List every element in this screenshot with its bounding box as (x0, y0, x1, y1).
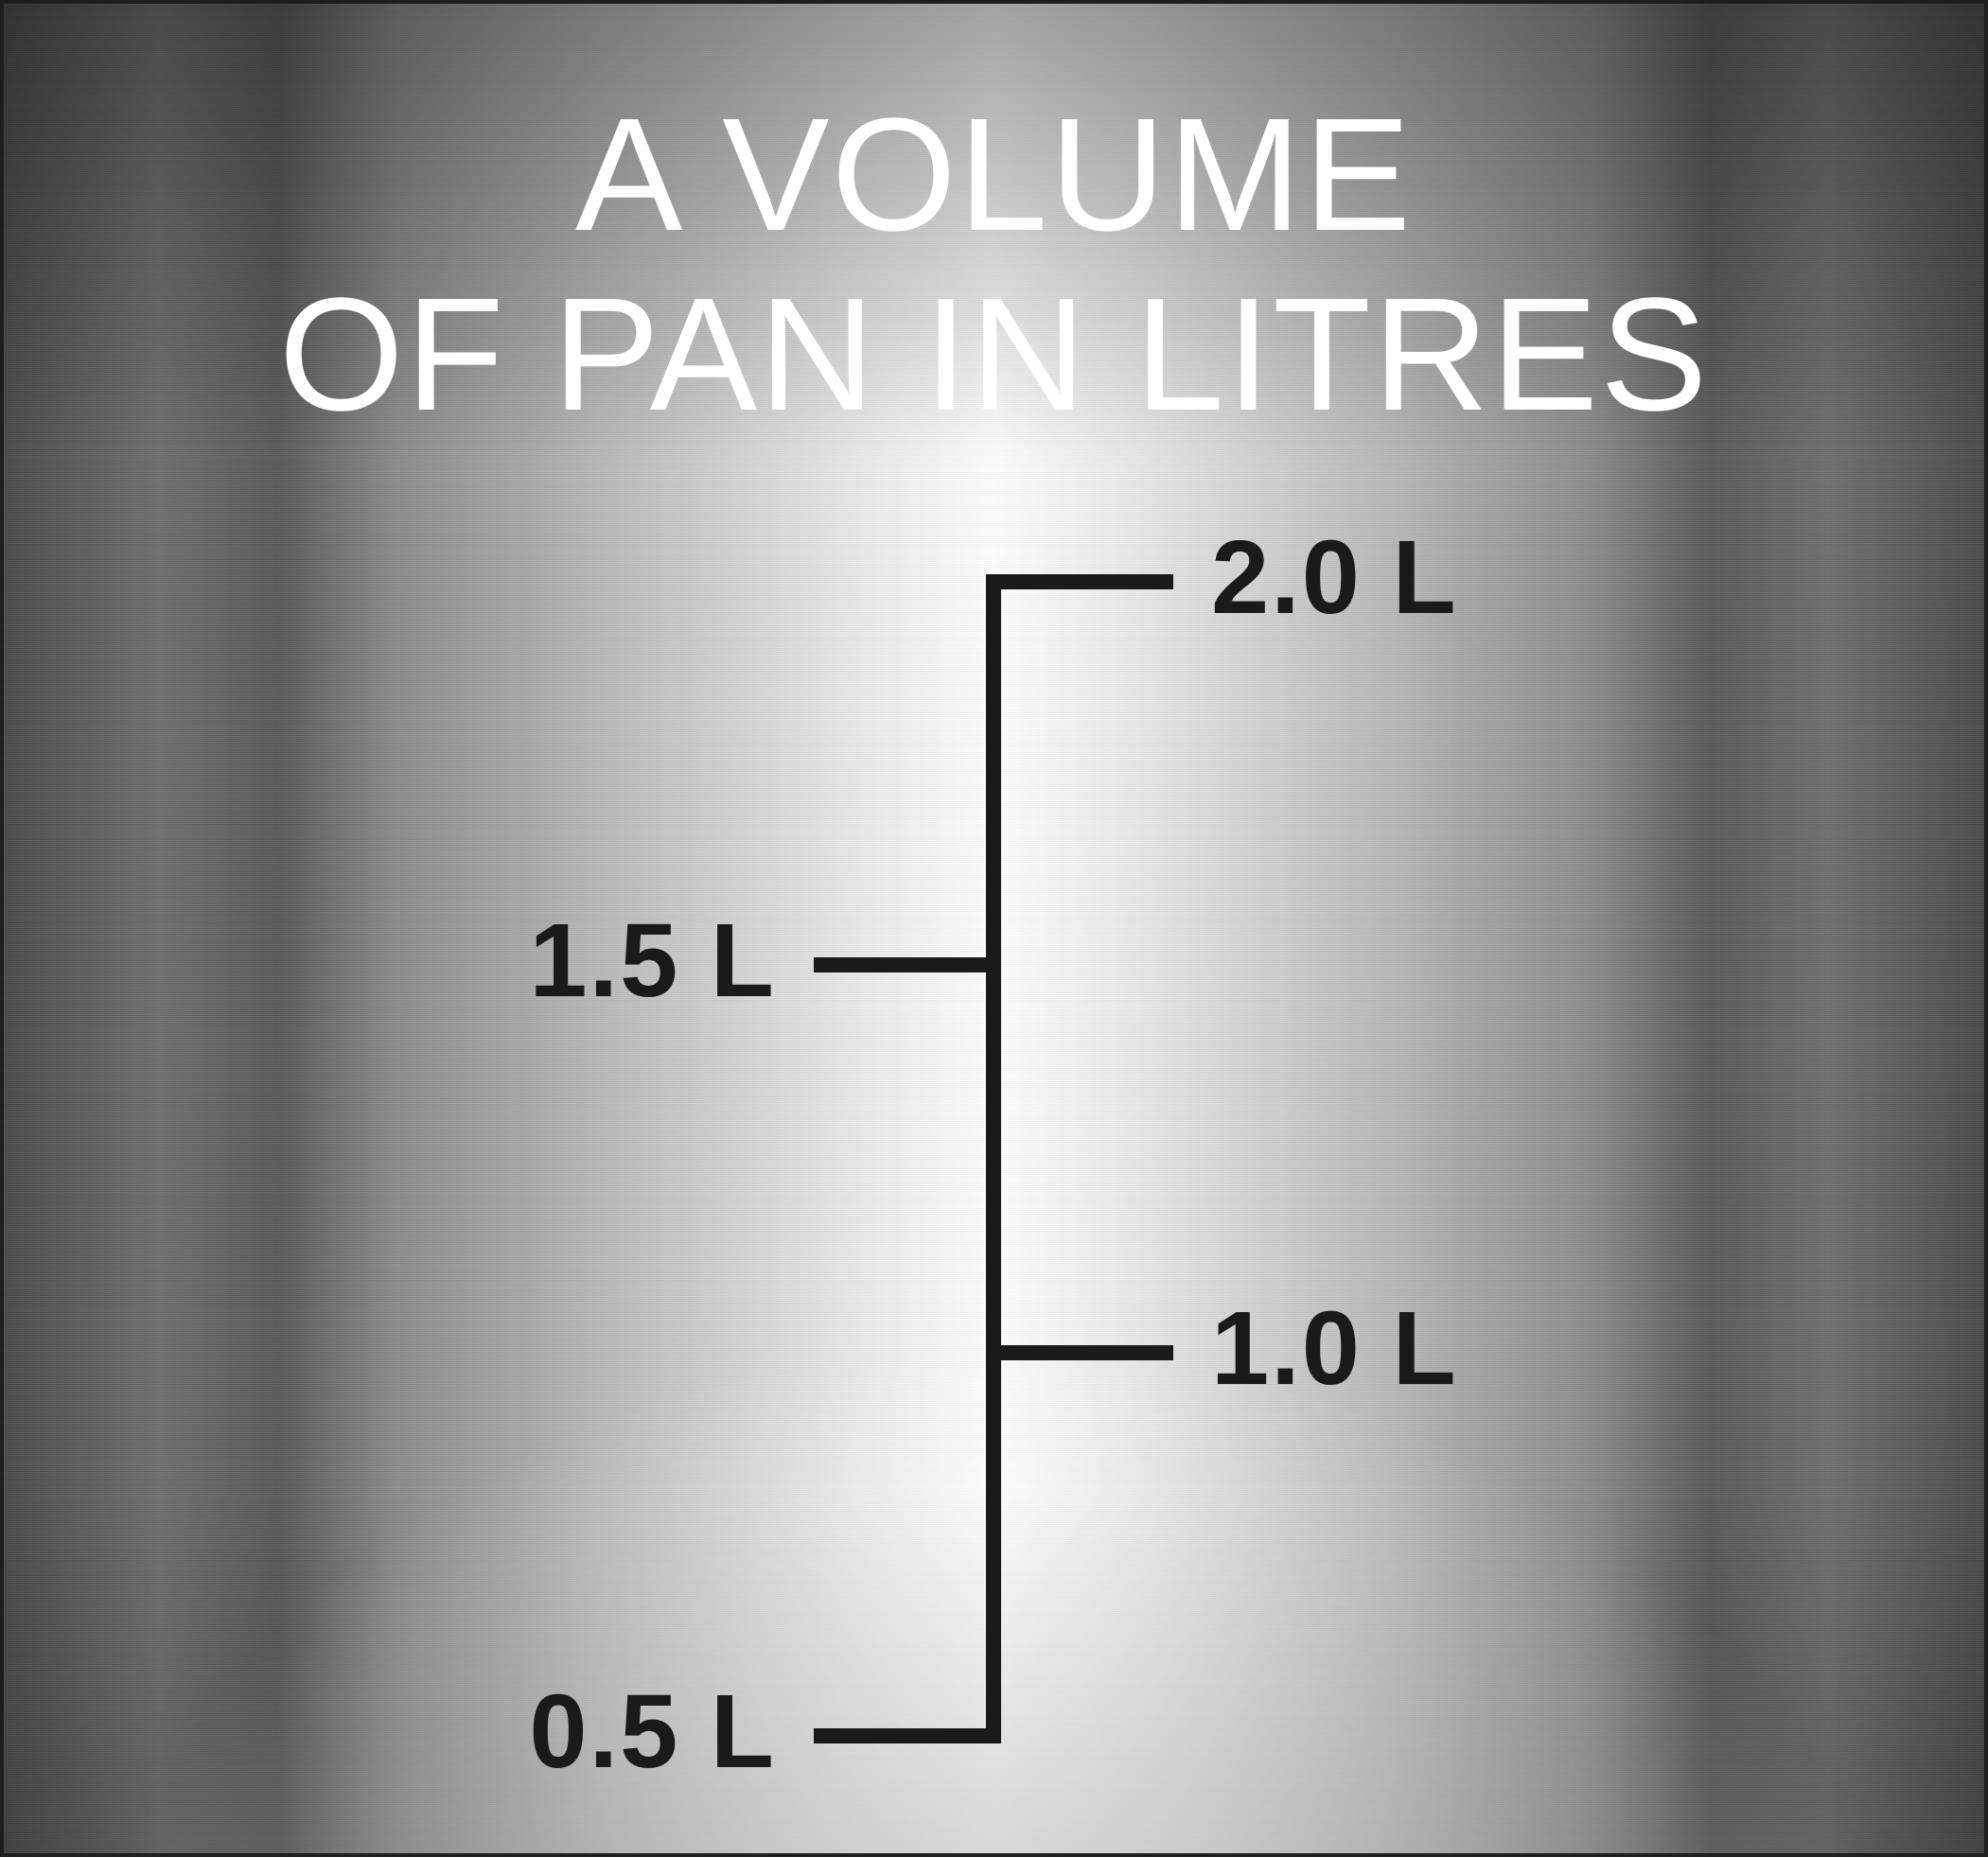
gauge-mark-label: 1.5 L (529, 901, 776, 1021)
infographic-canvas: A VOLUME OF PAN IN LITRES 2.0 L1.5 L1.0 … (0, 0, 1988, 1857)
gauge-mark-label: 2.0 L (1211, 517, 1458, 638)
gauge-svg (0, 0, 1988, 1857)
volume-gauge: 2.0 L 1.5 L 1.0 L 0.5 L (0, 0, 1988, 1857)
gauge-mark-label: 0.5 L (529, 1672, 776, 1792)
gauge-mark-label: 1.0 L (1211, 1288, 1458, 1409)
